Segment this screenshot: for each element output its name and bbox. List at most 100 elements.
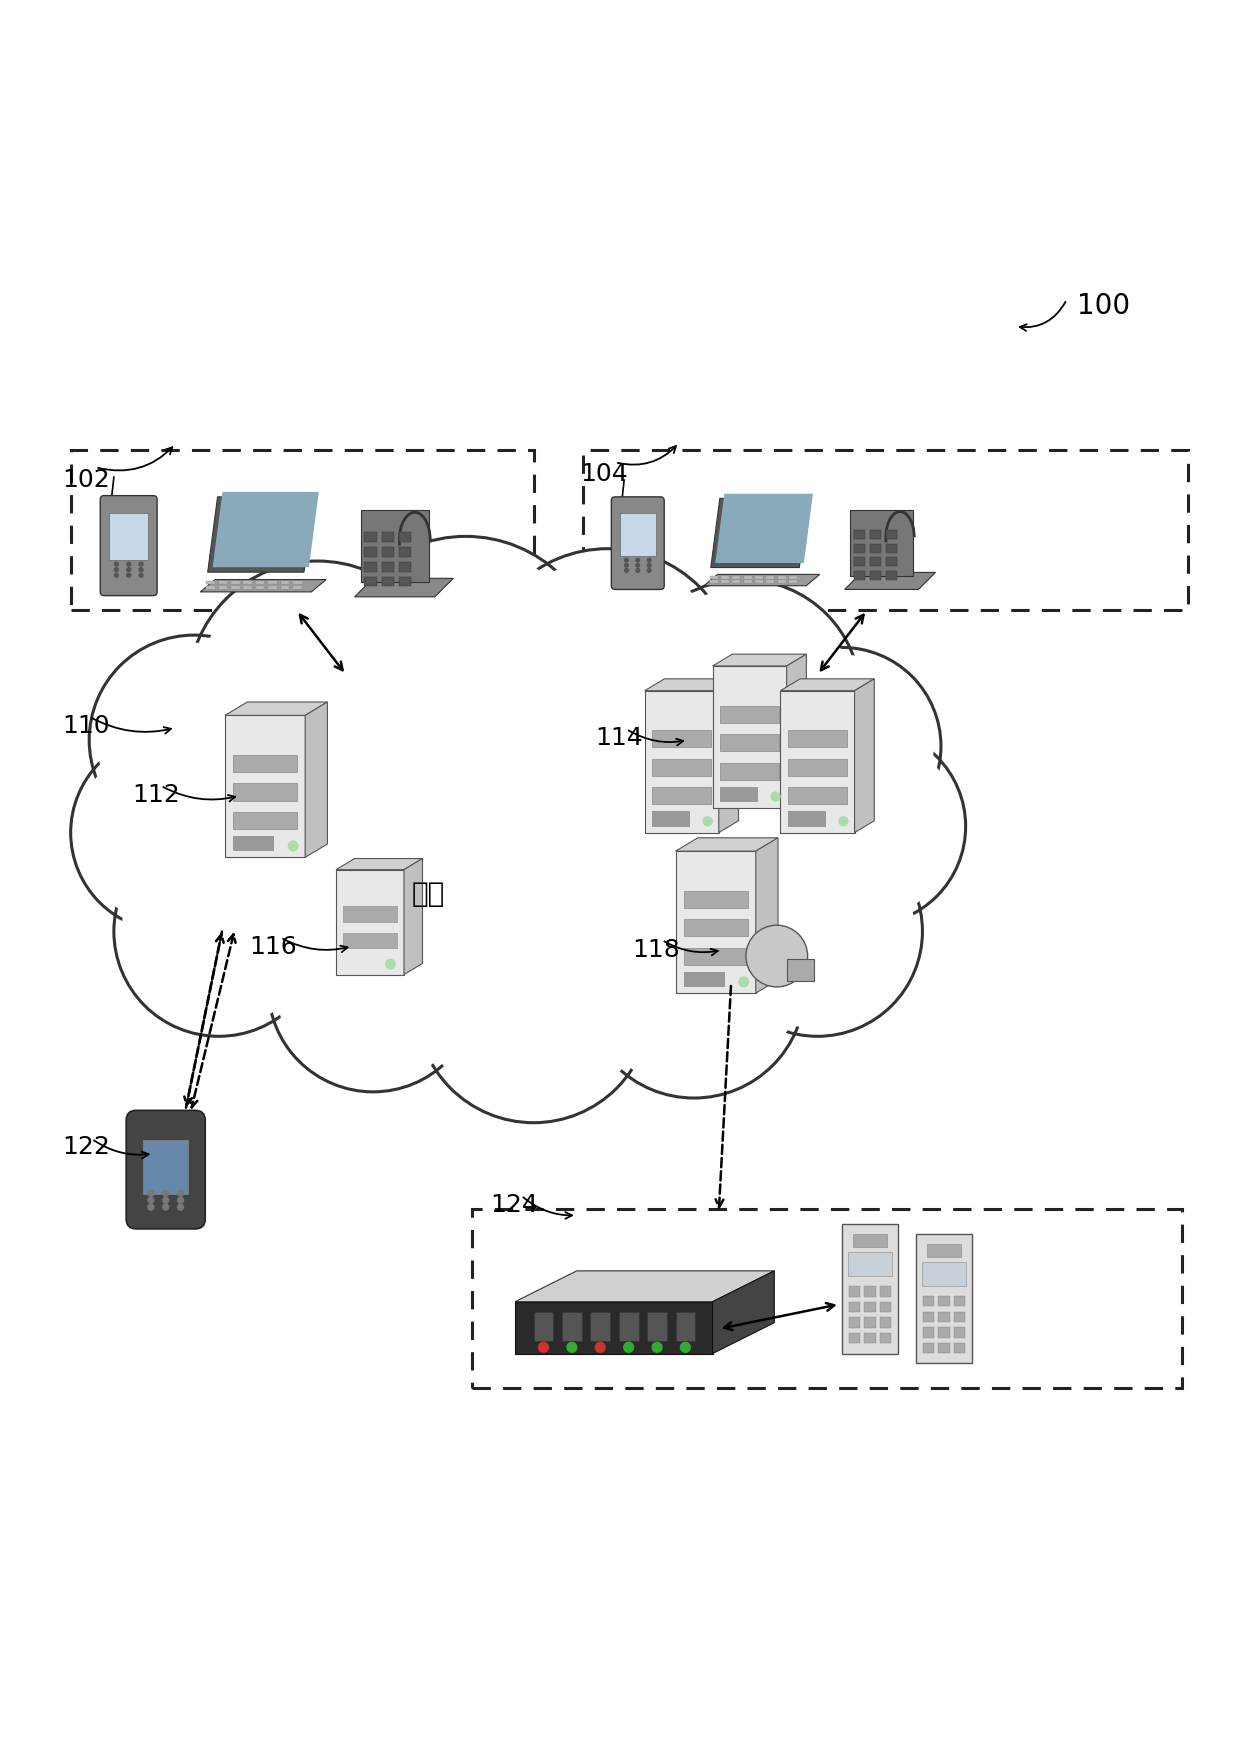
Bar: [382, 547, 394, 557]
Circle shape: [636, 589, 852, 804]
Bar: [766, 580, 774, 584]
Bar: [399, 533, 412, 542]
Polygon shape: [851, 510, 913, 575]
Bar: [842, 1224, 898, 1353]
Circle shape: [114, 563, 118, 566]
Bar: [885, 529, 897, 540]
Bar: [365, 547, 377, 557]
Bar: [280, 580, 289, 584]
Bar: [954, 1327, 965, 1337]
Text: 网络: 网络: [412, 880, 445, 908]
Circle shape: [78, 743, 260, 924]
Text: 100: 100: [1076, 291, 1130, 319]
Circle shape: [98, 644, 290, 836]
Bar: [885, 543, 897, 552]
Circle shape: [114, 568, 118, 572]
Bar: [954, 1312, 965, 1321]
Bar: [921, 1263, 966, 1286]
Bar: [939, 1342, 950, 1353]
Circle shape: [289, 841, 298, 850]
Bar: [231, 586, 239, 589]
Circle shape: [162, 1205, 169, 1210]
Polygon shape: [515, 1270, 774, 1302]
Circle shape: [647, 563, 651, 566]
Circle shape: [703, 817, 712, 826]
Bar: [848, 1252, 893, 1275]
Bar: [647, 1312, 667, 1341]
Bar: [683, 947, 748, 965]
Bar: [720, 575, 729, 579]
Circle shape: [479, 549, 738, 808]
Polygon shape: [704, 575, 820, 586]
Polygon shape: [713, 1270, 774, 1353]
Circle shape: [591, 886, 796, 1088]
FancyBboxPatch shape: [611, 497, 665, 589]
Bar: [720, 734, 779, 751]
Bar: [869, 529, 880, 540]
Circle shape: [177, 1198, 184, 1203]
Circle shape: [162, 1198, 169, 1203]
Circle shape: [636, 568, 640, 572]
Bar: [880, 1334, 892, 1342]
Bar: [243, 580, 252, 584]
FancyBboxPatch shape: [100, 496, 157, 596]
Circle shape: [330, 536, 601, 808]
Circle shape: [123, 834, 315, 1028]
Circle shape: [114, 573, 118, 577]
Bar: [533, 1312, 553, 1341]
Polygon shape: [844, 572, 935, 589]
Circle shape: [71, 734, 268, 931]
Bar: [923, 1312, 934, 1321]
Bar: [720, 787, 758, 801]
Bar: [620, 513, 656, 556]
Circle shape: [625, 559, 629, 563]
Bar: [923, 1297, 934, 1307]
Circle shape: [771, 792, 780, 801]
Bar: [583, 450, 1188, 610]
Circle shape: [625, 568, 629, 572]
Bar: [733, 575, 740, 579]
Text: 102: 102: [62, 469, 110, 492]
Polygon shape: [719, 679, 739, 833]
Circle shape: [720, 834, 914, 1028]
Text: 104: 104: [580, 462, 629, 487]
Text: 118: 118: [632, 937, 680, 961]
Bar: [849, 1318, 861, 1328]
Bar: [854, 572, 866, 580]
Bar: [880, 1286, 892, 1297]
Text: 116: 116: [249, 935, 298, 960]
Circle shape: [126, 563, 130, 566]
Bar: [755, 575, 763, 579]
Bar: [590, 1312, 610, 1341]
Bar: [365, 533, 377, 542]
Bar: [853, 1235, 887, 1247]
Circle shape: [595, 1342, 605, 1353]
Circle shape: [647, 559, 651, 563]
Circle shape: [198, 572, 436, 810]
Polygon shape: [645, 679, 739, 691]
Bar: [869, 557, 880, 566]
Bar: [652, 811, 689, 826]
Bar: [954, 1342, 965, 1353]
Bar: [268, 580, 277, 584]
Circle shape: [139, 563, 143, 566]
Bar: [854, 529, 866, 540]
Bar: [365, 577, 377, 586]
Bar: [928, 1244, 961, 1258]
Bar: [744, 575, 751, 579]
Circle shape: [277, 891, 470, 1083]
Bar: [720, 580, 729, 584]
Text: 110: 110: [62, 714, 109, 737]
Polygon shape: [676, 852, 756, 993]
Circle shape: [636, 559, 640, 563]
Polygon shape: [780, 679, 874, 691]
Bar: [885, 557, 897, 566]
Circle shape: [744, 647, 941, 845]
Bar: [382, 561, 394, 572]
Bar: [619, 1312, 639, 1341]
Circle shape: [713, 827, 923, 1035]
Circle shape: [647, 568, 651, 572]
Bar: [207, 586, 215, 589]
Bar: [864, 1302, 875, 1312]
Bar: [109, 513, 149, 559]
